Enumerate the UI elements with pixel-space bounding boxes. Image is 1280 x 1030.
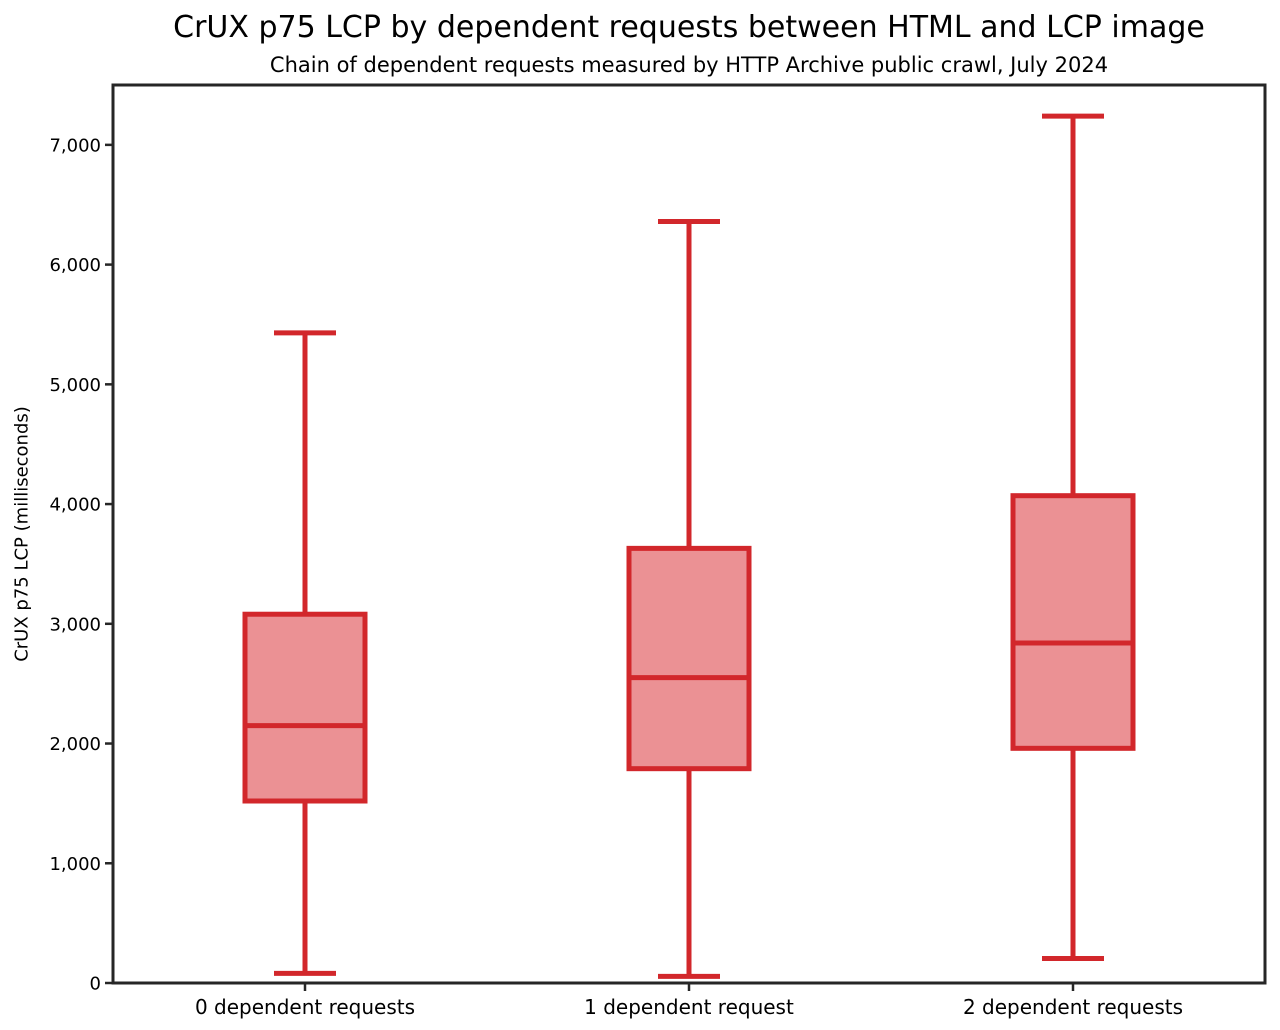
y-tick-label: 5,000 <box>49 375 101 396</box>
y-tick-label: 0 <box>90 974 101 995</box>
x-tick-label-0: 0 dependent requests <box>195 995 415 1019</box>
y-tick-label: 4,000 <box>49 495 101 516</box>
box-1 <box>626 545 752 772</box>
y-tick-label: 2,000 <box>49 734 101 755</box>
y-tick-label: 6,000 <box>49 255 101 276</box>
chart-subtitle: Chain of dependent requests measured by … <box>269 53 1109 77</box>
y-tick-label: 1,000 <box>49 854 101 875</box>
x-tick-label-2: 2 dependent requests <box>963 995 1183 1019</box>
y-tick-label: 3,000 <box>49 614 101 635</box>
chart-title: CrUX p75 LCP by dependent requests betwe… <box>173 10 1205 45</box>
x-tick-label-1: 1 dependent request <box>584 995 794 1019</box>
box-0 <box>242 611 368 804</box>
y-tick-label: 7,000 <box>49 135 101 156</box>
box-2 <box>1010 493 1136 751</box>
